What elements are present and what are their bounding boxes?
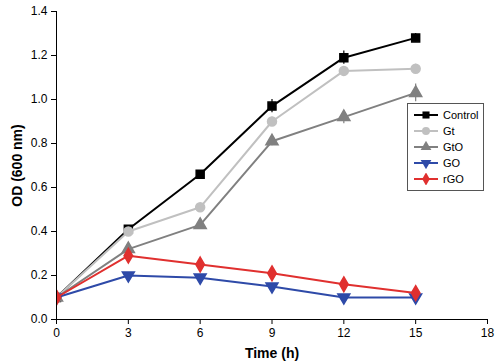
svg-text:15: 15: [409, 326, 423, 340]
svg-text:6: 6: [197, 326, 204, 340]
svg-text:9: 9: [269, 326, 276, 340]
svg-text:0.0: 0.0: [31, 312, 48, 326]
svg-text:0: 0: [53, 326, 60, 340]
svg-text:12: 12: [337, 326, 351, 340]
svg-text:1.0: 1.0: [31, 92, 48, 106]
svg-text:0.2: 0.2: [31, 268, 48, 282]
html-text:GtO: GtO: [443, 141, 464, 153]
html-text:rGO: rGO: [443, 173, 464, 185]
svg-text:1.4: 1.4: [31, 4, 48, 18]
html-text:Control: Control: [443, 109, 479, 121]
svg-text:18: 18: [481, 326, 495, 340]
svg-text:0.4: 0.4: [31, 224, 48, 238]
svg-text:1.2: 1.2: [31, 48, 48, 62]
html-text:Gt: Gt: [443, 125, 455, 137]
svg-text:OD (600 nm): OD (600 nm): [9, 124, 25, 206]
svg-text:0.8: 0.8: [31, 136, 48, 150]
svg-text:0.6: 0.6: [31, 180, 48, 194]
svg-text:Time (h): Time (h): [245, 345, 299, 361]
svg-text:3: 3: [125, 326, 132, 340]
html-text:GO: GO: [443, 157, 461, 169]
